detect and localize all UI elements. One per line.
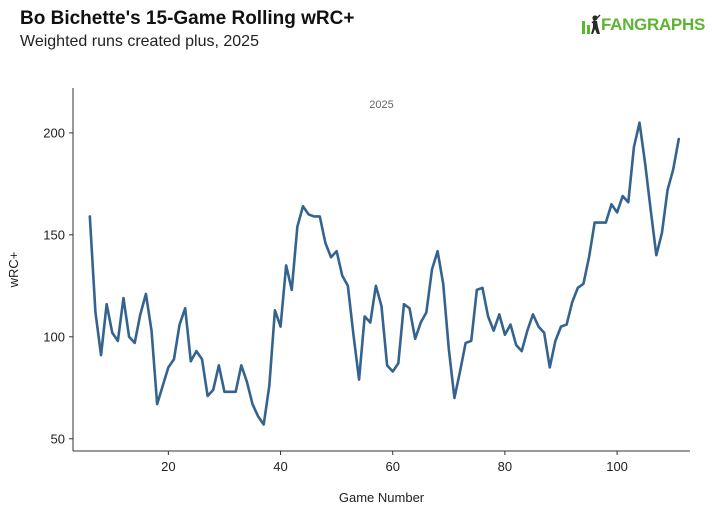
batter-icon (581, 14, 601, 34)
y-tick-label: 50 (51, 431, 65, 446)
x-ticks: 20 40 60 80 100 (161, 451, 628, 474)
facet-label: 2025 (369, 99, 393, 111)
chart-subtitle: Weighted runs created plus, 2025 (20, 33, 259, 50)
y-axis-title: wRC+ (6, 252, 21, 289)
x-tick-label: 80 (498, 459, 512, 474)
chart-title: Bo Bichette's 15-Game Rolling wRC+ (20, 8, 355, 29)
y-tick-label: 200 (43, 125, 65, 140)
brand-name: FANGRAPHS (600, 15, 705, 34)
fangraphs-logo[interactable]: FANGRAPHS (581, 14, 705, 36)
axes (72, 88, 690, 452)
x-tick-label: 100 (606, 459, 628, 474)
x-tick-label: 60 (385, 459, 399, 474)
y-tick-label: 150 (43, 227, 65, 242)
y-tick-label: 100 (43, 329, 65, 344)
x-tick-label: 40 (273, 459, 287, 474)
x-tick-label: 20 (161, 459, 175, 474)
x-axis-title: Game Number (339, 490, 425, 505)
y-ticks: 50 100 150 200 (43, 125, 73, 446)
data-points (89, 122, 679, 425)
wrc-plus-series-line (88, 121, 681, 426)
